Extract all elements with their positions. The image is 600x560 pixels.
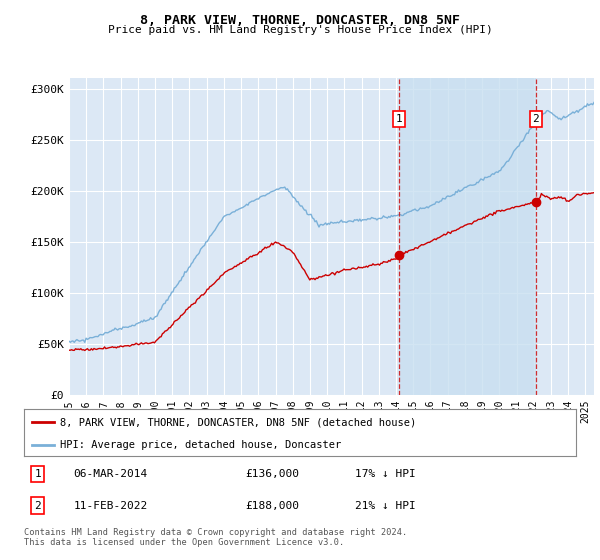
Text: Price paid vs. HM Land Registry's House Price Index (HPI): Price paid vs. HM Land Registry's House … xyxy=(107,25,493,35)
Text: HPI: Average price, detached house, Doncaster: HPI: Average price, detached house, Donc… xyxy=(60,440,341,450)
Text: 2: 2 xyxy=(532,114,539,124)
Text: 11-FEB-2022: 11-FEB-2022 xyxy=(74,501,148,511)
Text: £136,000: £136,000 xyxy=(245,469,299,479)
Text: 17% ↓ HPI: 17% ↓ HPI xyxy=(355,469,416,479)
Text: 8, PARK VIEW, THORNE, DONCASTER, DN8 5NF: 8, PARK VIEW, THORNE, DONCASTER, DN8 5NF xyxy=(140,14,460,27)
Text: 2: 2 xyxy=(34,501,41,511)
Text: 1: 1 xyxy=(34,469,41,479)
Text: Contains HM Land Registry data © Crown copyright and database right 2024.
This d: Contains HM Land Registry data © Crown c… xyxy=(24,528,407,547)
Text: 06-MAR-2014: 06-MAR-2014 xyxy=(74,469,148,479)
Text: £188,000: £188,000 xyxy=(245,501,299,511)
Bar xyxy=(399,78,536,395)
Text: 1: 1 xyxy=(395,114,403,124)
Text: 21% ↓ HPI: 21% ↓ HPI xyxy=(355,501,416,511)
Text: 8, PARK VIEW, THORNE, DONCASTER, DN8 5NF (detached house): 8, PARK VIEW, THORNE, DONCASTER, DN8 5NF… xyxy=(60,417,416,427)
